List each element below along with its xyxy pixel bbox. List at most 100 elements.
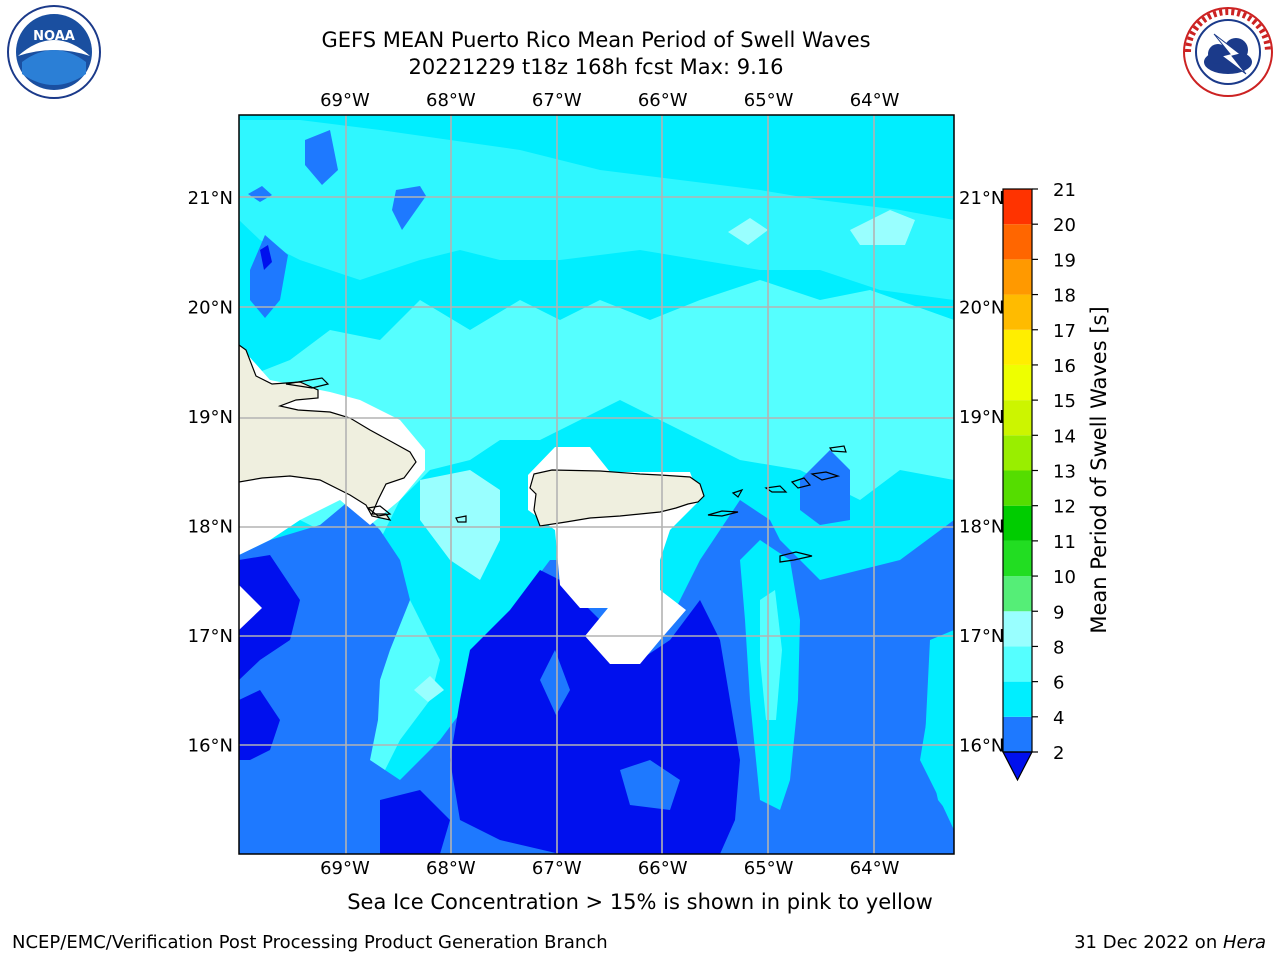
colorbar-tick-label: 8 xyxy=(1053,637,1064,658)
nws-logo xyxy=(1183,7,1273,97)
lon-label-bottom: 67°W xyxy=(532,858,582,879)
colorbar-tick-label: 11 xyxy=(1053,532,1076,553)
land-tortola xyxy=(810,471,841,481)
land-tortuga xyxy=(285,377,330,389)
land-st-croix xyxy=(779,551,813,563)
lat-label-right: 20°N xyxy=(959,298,1004,319)
lat-label-left: 19°N xyxy=(188,407,233,428)
colorbar-tick-label: 17 xyxy=(1053,321,1076,342)
footer-date: 31 Dec 2022 on Hera xyxy=(1074,932,1266,953)
colorbar-swatch xyxy=(1003,189,1032,225)
lon-label-bottom: 66°W xyxy=(638,858,688,879)
colorbar-tick-label: 19 xyxy=(1053,250,1076,271)
colorbar-tick-label: 18 xyxy=(1053,286,1076,307)
map-title: GEFS MEAN Puerto Rico Mean Period of Swe… xyxy=(321,28,871,52)
colorbar-swatch xyxy=(1003,329,1032,365)
colorbar-swatch xyxy=(1003,716,1032,752)
swell-field-low-2 xyxy=(250,235,288,318)
footer-host: Hera xyxy=(1222,932,1266,953)
footer-branch: NCEP/EMC/Verification Post Processing Pr… xyxy=(12,932,608,953)
swell-field-very-low-sw xyxy=(239,690,280,760)
swell-field-very-low-2 xyxy=(260,245,272,270)
lon-label-top: 67°W xyxy=(532,90,582,111)
colorbar-swatch xyxy=(1003,259,1032,295)
lon-label-top: 66°W xyxy=(638,90,688,111)
land-st-john xyxy=(790,477,812,489)
colorbar-tick-label: 21 xyxy=(1053,180,1076,201)
swell-field-higher-4 xyxy=(414,676,444,702)
lat-labels-left: 21°N 20°N 19°N 18°N 17°N 16°N xyxy=(188,188,233,756)
lat-label-right: 17°N xyxy=(959,626,1004,647)
swell-field-low-inside-2 xyxy=(620,760,680,810)
lat-label-left: 16°N xyxy=(188,736,233,757)
swell-field-low-inside xyxy=(540,650,570,715)
land-culebra xyxy=(731,488,744,498)
colorbar-swatch xyxy=(1003,611,1032,647)
land-mona xyxy=(455,515,467,523)
land-hispaniola xyxy=(239,344,417,521)
colorbar-tick-label: 4 xyxy=(1053,708,1064,729)
colorbar-title: Mean Period of Swell Waves [s] xyxy=(1087,306,1111,633)
footer-date-text: 31 Dec 2022 on xyxy=(1074,932,1223,953)
colorbar-swatch xyxy=(1003,294,1032,330)
lat-labels-right: 21°N 20°N 19°N 18°N 17°N 16°N xyxy=(959,188,1004,756)
noaa-logo: NOAA xyxy=(7,5,101,99)
lat-label-right: 16°N xyxy=(959,736,1004,757)
land-islet-1 xyxy=(366,505,392,517)
land-st-thomas xyxy=(764,485,788,493)
lon-label-top: 64°W xyxy=(850,90,900,111)
swell-field-high xyxy=(239,280,954,780)
colorbar-swatch xyxy=(1003,470,1032,506)
colorbar-swatch xyxy=(1003,540,1032,577)
lat-label-left: 18°N xyxy=(188,517,233,538)
colorbar-tick-label: 13 xyxy=(1053,462,1076,483)
lat-label-right: 21°N xyxy=(959,188,1004,209)
map-frame xyxy=(238,114,955,855)
swell-field-very-low-s xyxy=(380,790,450,854)
colorbar-swatch xyxy=(1003,576,1032,612)
colorbar-tick-label: 15 xyxy=(1053,391,1076,412)
lon-labels-bottom: 69°W 68°W 67°W 66°W 65°W 64°W xyxy=(320,858,900,879)
lon-label-bottom: 69°W xyxy=(320,858,370,879)
colorbar-under-arrow xyxy=(1002,751,1033,782)
lon-label-bottom: 64°W xyxy=(850,858,900,879)
swell-field-higher-3 xyxy=(728,218,768,245)
lon-label-top: 69°W xyxy=(320,90,370,111)
land-anegada xyxy=(828,445,847,453)
colorbar-tick-label: 16 xyxy=(1053,356,1076,377)
noaa-logo-text: NOAA xyxy=(33,29,75,44)
colorbar-tick-label: 20 xyxy=(1053,215,1076,236)
lat-label-left: 21°N xyxy=(188,188,233,209)
colorbar-tick-label: 10 xyxy=(1053,567,1076,588)
swell-field-higher-2 xyxy=(850,210,915,245)
colorbar-swatch xyxy=(1003,646,1032,682)
lon-label-bottom: 65°W xyxy=(744,858,794,879)
nodata-west-edge xyxy=(239,585,262,630)
lat-label-right: 18°N xyxy=(959,517,1004,538)
lat-label-left: 17°N xyxy=(188,626,233,647)
map-subtitle: 20221229 t18z 168h fcst Max: 9.16 xyxy=(408,55,784,79)
graticule xyxy=(239,115,954,854)
colorbar-swatch xyxy=(1003,224,1032,260)
swell-field-high-north xyxy=(239,120,954,300)
colorbar-tick-label: 9 xyxy=(1053,602,1064,623)
swell-field-low-east xyxy=(800,450,850,525)
lon-labels-top: 69°W 68°W 67°W 66°W 65°W 64°W xyxy=(320,90,900,111)
sea-ice-note: Sea Ice Concentration > 15% is shown in … xyxy=(347,890,933,914)
colorbar-tick-label: 12 xyxy=(1053,497,1076,518)
colorbar: 2 4 6 8 9 10 11 12 13 14 15 16 17 18 19 20 21 xyxy=(1002,180,1076,782)
colorbar-swatch xyxy=(1003,364,1032,401)
colorbar-tick-label: 6 xyxy=(1053,673,1064,694)
colorbar-swatch xyxy=(1003,681,1032,717)
lat-label-right: 19°N xyxy=(959,407,1004,428)
swell-field-channel-core xyxy=(760,590,782,720)
swell-field-low-3 xyxy=(248,186,272,202)
colorbar-swatch xyxy=(1003,400,1032,436)
lon-label-bottom: 68°W xyxy=(426,858,476,879)
colorbar-tick-label: 14 xyxy=(1053,426,1076,447)
lon-label-top: 65°W xyxy=(744,90,794,111)
colorbar-tick-label: 2 xyxy=(1053,743,1064,764)
swell-field-higher-1 xyxy=(420,470,500,580)
map-panel xyxy=(239,115,954,854)
